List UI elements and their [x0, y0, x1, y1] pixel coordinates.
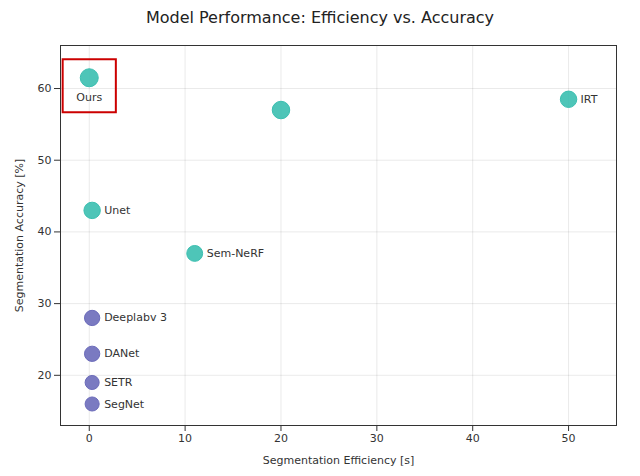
svg-text:SegNet: SegNet [104, 398, 145, 411]
svg-text:50: 50 [562, 432, 576, 445]
svg-text:Ours: Ours [76, 91, 102, 104]
svg-text:30: 30 [38, 297, 52, 310]
svg-text:10: 10 [178, 432, 192, 445]
svg-text:Segmentation Efficiency [s]: Segmentation Efficiency [s] [263, 454, 415, 467]
svg-text:60: 60 [38, 82, 52, 95]
svg-text:40: 40 [38, 225, 52, 238]
svg-text:20: 20 [274, 432, 288, 445]
svg-text:40: 40 [466, 432, 480, 445]
svg-text:Sem-NeRF: Sem-NeRF [207, 247, 264, 260]
svg-text:SETR: SETR [104, 376, 133, 389]
svg-text:DANet: DANet [104, 347, 140, 360]
svg-text:Segmentation Accuracy [%]: Segmentation Accuracy [%] [13, 159, 26, 313]
svg-text:50: 50 [38, 154, 52, 167]
svg-text:30: 30 [370, 432, 384, 445]
svg-text:Deeplabv 3: Deeplabv 3 [104, 311, 167, 324]
svg-text:0: 0 [86, 432, 93, 445]
svg-text:Unet: Unet [104, 204, 131, 217]
svg-text:20: 20 [38, 369, 52, 382]
svg-text:IRT: IRT [581, 93, 598, 106]
html-text:Model Performance: Efficiency: Model Performance: Efficiency vs. Accura… [145, 8, 495, 27]
